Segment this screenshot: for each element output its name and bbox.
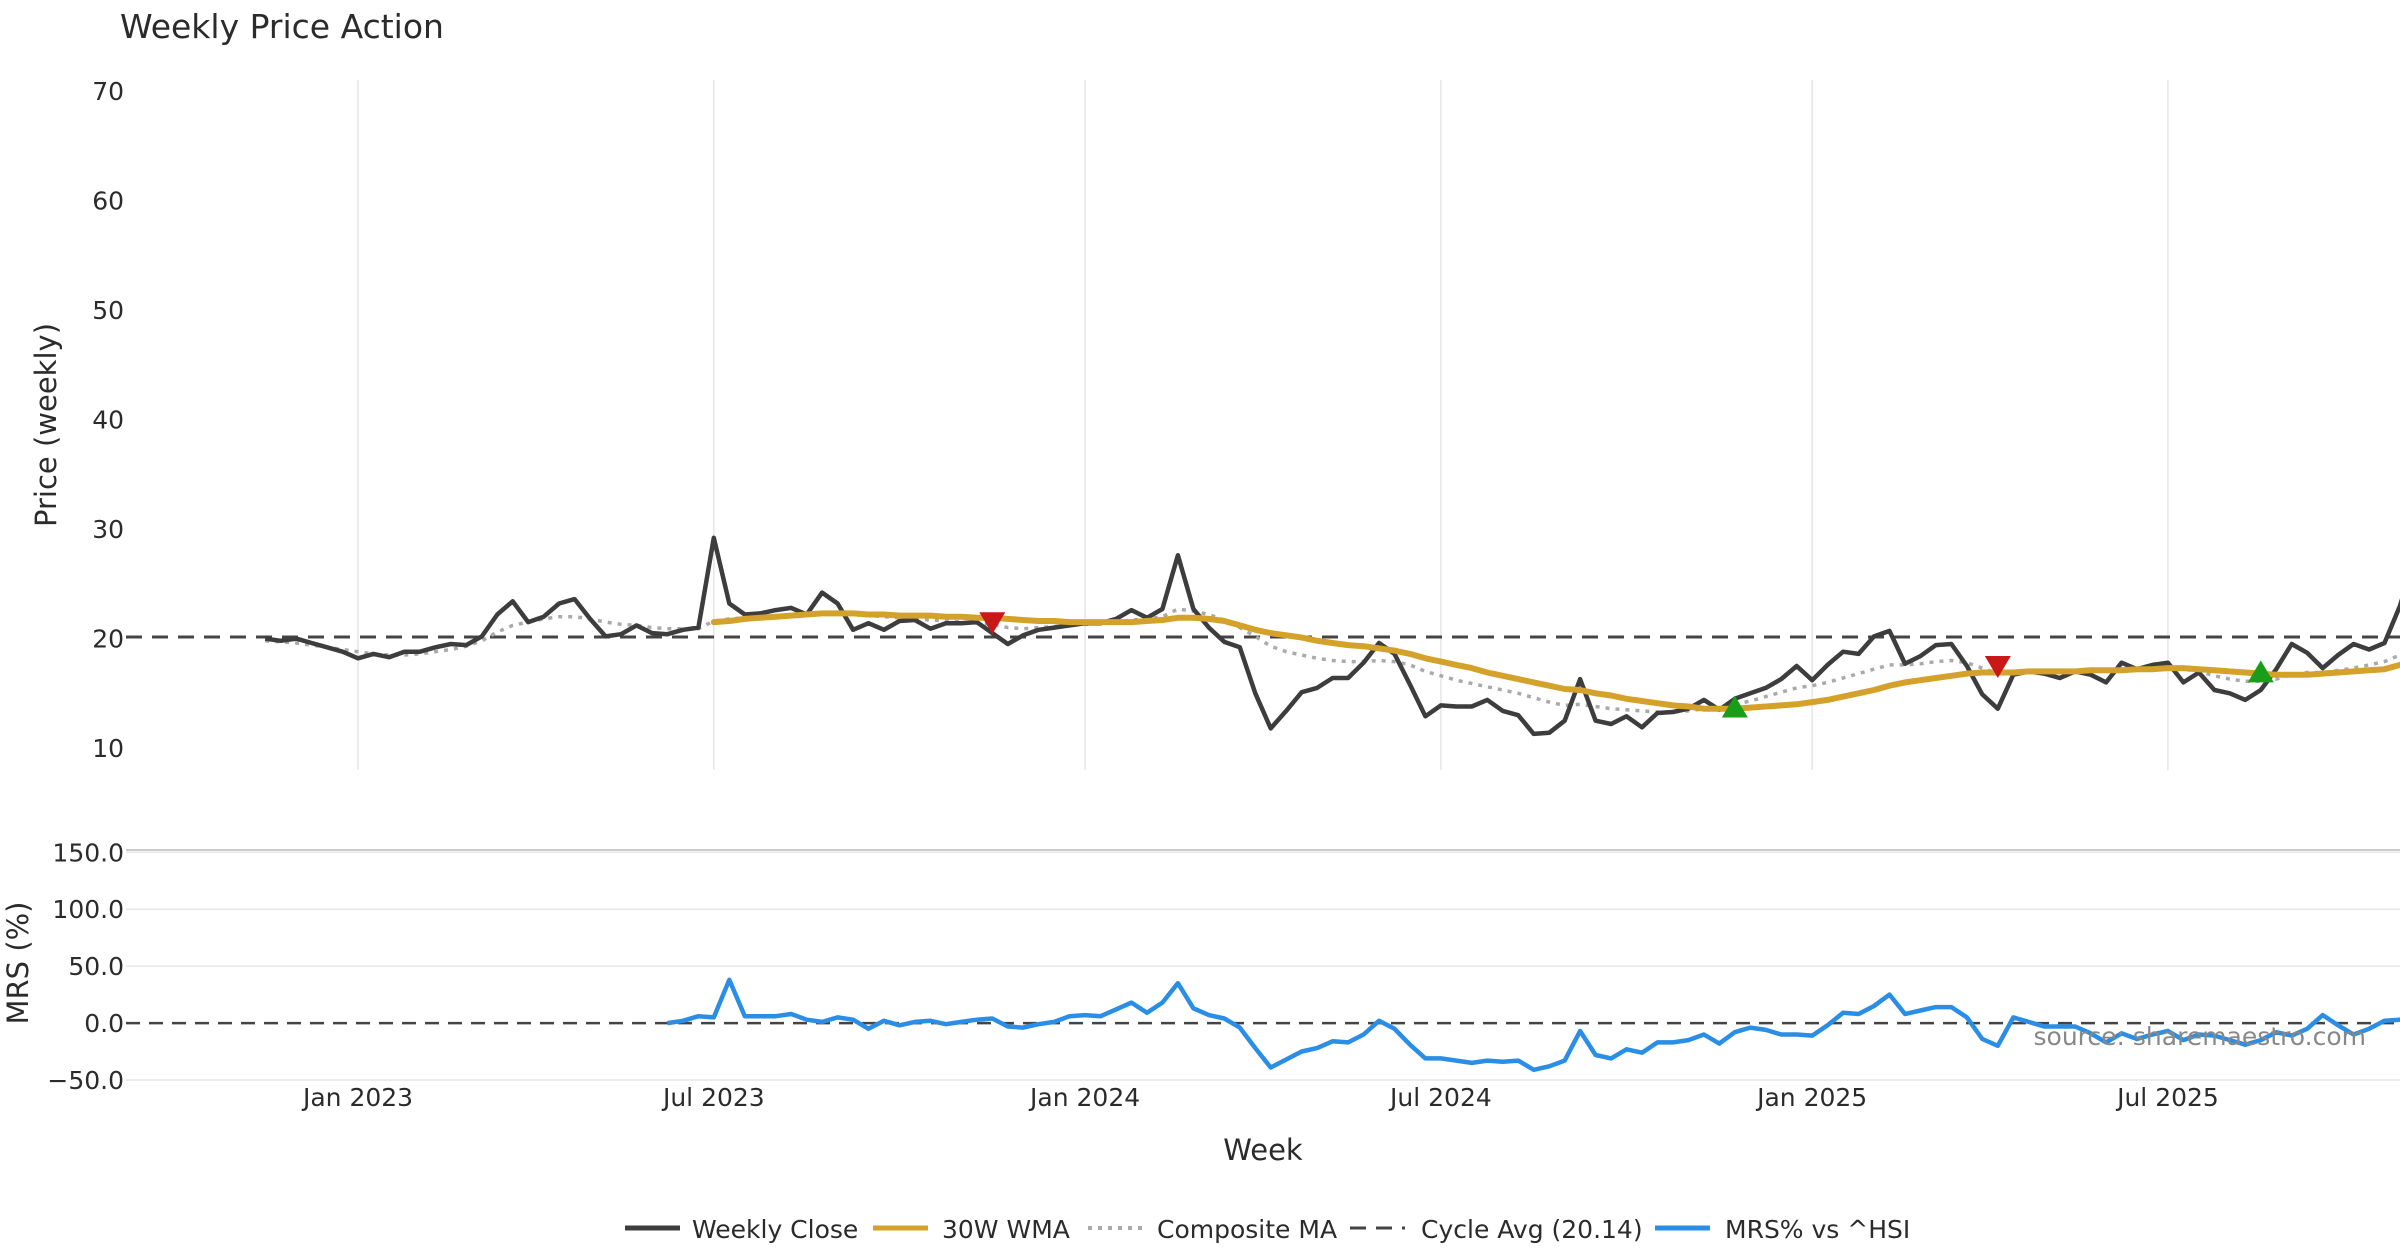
x-tick-label: Jan 2025 xyxy=(1755,1083,1867,1112)
price-y-tick-label: 50 xyxy=(92,296,124,325)
price-y-tick-label: 60 xyxy=(92,186,124,215)
x-tick-label: Jul 2024 xyxy=(1388,1083,1492,1112)
x-axis-label: Week xyxy=(1223,1133,1303,1167)
price-gridlines xyxy=(357,80,2169,770)
x-tick-label: Jul 2025 xyxy=(2115,1083,2219,1112)
legend-item-30w-wma: 30W WMA xyxy=(873,1215,1070,1244)
sell-signal-marker xyxy=(979,612,1006,635)
legend-item-cycle-avg: Cycle Avg (20.14) xyxy=(1350,1215,1643,1244)
price-y-tick-label: 40 xyxy=(92,406,124,435)
wma-30w-line xyxy=(710,610,2400,712)
price-y-tick-label: 10 xyxy=(92,734,124,763)
mrs-y-tick-label: 0.0 xyxy=(84,1009,124,1038)
x-tick-label: Jan 2023 xyxy=(301,1083,413,1112)
x-tick-labels: Jan 2023 Jul 2023 Jan 2024 Jul 2024 Jan 2025… xyxy=(301,1083,2219,1112)
weekly-close-line xyxy=(264,535,2400,737)
price-y-axis-label: Price (weekly) xyxy=(29,323,63,527)
legend-item-mrs: MRS% vs ^HSI xyxy=(1655,1215,1910,1244)
x-tick-label: Jul 2023 xyxy=(661,1083,765,1112)
buy-signal-marker xyxy=(2247,660,2274,683)
legend-item-weekly-close: Weekly Close xyxy=(625,1215,858,1244)
signal-markers xyxy=(979,612,2274,718)
mrs-y-tick-label: 100.0 xyxy=(52,895,124,924)
chart-title: Weekly Price Action xyxy=(120,7,444,46)
x-tick-label: Jan 2024 xyxy=(1028,1083,1140,1112)
mrs-y-tick-label: 150.0 xyxy=(52,838,124,867)
mrs-y-tick-label: −50.0 xyxy=(47,1066,124,1095)
sell-signal-marker xyxy=(1984,656,2011,679)
legend-label-cycle-avg: Cycle Avg (20.14) xyxy=(1421,1215,1643,1244)
legend-item-composite-ma: Composite MA xyxy=(1088,1215,1337,1244)
mrs-y-tick-labels: 150.0 100.0 50.0 0.0 −50.0 xyxy=(47,838,124,1095)
mrs-series xyxy=(126,977,2400,1073)
mrs-gridlines xyxy=(126,851,2400,1081)
price-y-tick-label: 20 xyxy=(92,625,124,654)
legend: Weekly Close 30W WMA Composite MA Cycle … xyxy=(625,1215,1910,1244)
source-annotation: source: sharemaestro.com xyxy=(2034,1022,2367,1051)
legend-label-composite-ma: Composite MA xyxy=(1157,1215,1337,1244)
price-y-tick-label: 70 xyxy=(92,77,124,106)
mrs-y-axis-label: MRS (%) xyxy=(1,902,35,1025)
mrs-y-tick-label: 50.0 xyxy=(68,952,124,981)
legend-label-30w-wma: 30W WMA xyxy=(942,1215,1070,1244)
price-y-tick-label: 30 xyxy=(92,515,124,544)
price-y-tick-labels: 10 20 30 40 50 60 70 xyxy=(92,77,124,763)
mrs-panel: 150.0 100.0 50.0 0.0 −50.0 MRS (%) source: s… xyxy=(1,838,2400,1095)
price-series xyxy=(126,535,2400,737)
legend-label-mrs: MRS% vs ^HSI xyxy=(1725,1215,1910,1244)
legend-label-weekly-close: Weekly Close xyxy=(692,1215,858,1244)
buy-signal-marker xyxy=(1721,695,1748,718)
mrs-line xyxy=(667,977,2400,1073)
price-panel: 10 20 30 40 50 60 70 Price (weekly) xyxy=(29,77,2400,770)
